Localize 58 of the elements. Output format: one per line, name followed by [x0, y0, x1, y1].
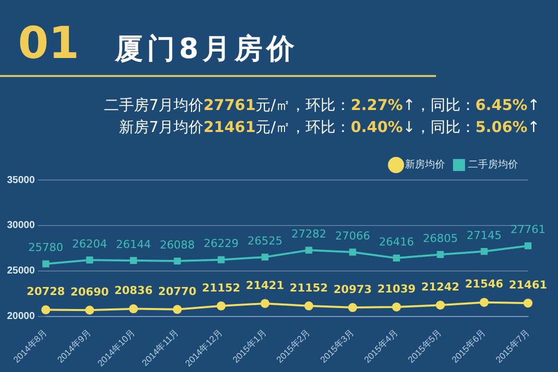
- data-label: 27282: [291, 228, 326, 241]
- y-tick-label: 30000: [6, 220, 36, 232]
- data-label: 25780: [28, 241, 64, 254]
- data-label: 21152: [290, 281, 328, 294]
- data-label: 20973: [334, 282, 372, 296]
- point: [216, 301, 226, 310]
- data-label: 21039: [377, 282, 416, 296]
- data-label: 26204: [72, 237, 108, 250]
- point: [480, 248, 488, 255]
- data-label: 26088: [160, 238, 195, 252]
- y-tick-label: 20000: [6, 311, 36, 322]
- text: 01: [18, 18, 80, 69]
- text: 新房7月均价21461元/㎡，环比：0.40%↓，同比：5.06%↑: [118, 118, 540, 136]
- legend-label: 新房均价: [405, 158, 445, 171]
- point: [304, 301, 314, 310]
- data-label: 27761: [510, 223, 546, 236]
- data-label: 20770: [158, 284, 197, 298]
- data-label: 26805: [422, 232, 458, 245]
- text: 二手房7月均价27761元/㎡，环比：2.27%↑，同比：6.45%↑: [104, 96, 540, 114]
- data-label: 20836: [114, 284, 153, 298]
- data-label: 26144: [116, 238, 151, 251]
- data-label: 27145: [466, 228, 502, 242]
- point: [349, 248, 356, 256]
- data-label: 27066: [335, 230, 370, 243]
- point: [393, 254, 400, 262]
- point: [41, 305, 50, 314]
- data-label: 21152: [202, 281, 240, 294]
- point: [392, 302, 401, 312]
- point: [218, 256, 225, 264]
- point: [348, 303, 358, 312]
- point: [42, 260, 50, 268]
- point: [436, 251, 444, 258]
- y-tick-label: 35000: [6, 174, 36, 186]
- data-label: 21242: [421, 280, 460, 294]
- chart-title: 厦门8月房价: [115, 31, 298, 67]
- y-tick-label: 25000: [6, 266, 36, 277]
- point: [130, 257, 137, 264]
- point: [480, 298, 489, 307]
- data-label: 20728: [26, 285, 65, 298]
- point: [172, 304, 182, 314]
- data-label: 26525: [247, 234, 282, 248]
- point: [128, 304, 138, 314]
- point: [260, 298, 270, 308]
- point: [524, 242, 532, 250]
- point: [305, 246, 312, 254]
- point: [174, 258, 181, 265]
- data-label: 21461: [508, 278, 548, 292]
- point: [85, 306, 94, 315]
- point: [436, 300, 445, 310]
- data-label: 20690: [70, 285, 110, 298]
- point: [524, 298, 532, 308]
- legend-label: 二手房均价: [468, 158, 518, 171]
- data-label: 21546: [465, 278, 504, 291]
- data-label: 21421: [246, 278, 284, 292]
- data-label: 26229: [204, 237, 239, 250]
- data-label: 26416: [378, 235, 414, 248]
- point: [262, 254, 268, 261]
- point: [86, 256, 94, 264]
